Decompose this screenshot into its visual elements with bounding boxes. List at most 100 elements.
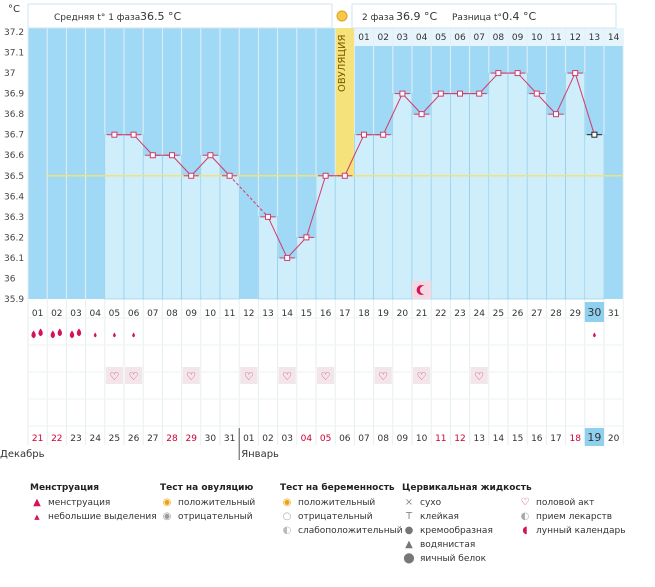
menstruation-drop-icon — [38, 328, 43, 337]
legend-pregnancy-negative: отрицательный — [298, 512, 373, 522]
cycle-day-label: 12 — [243, 309, 254, 319]
temperature-bar — [373, 134, 394, 300]
temperature-bar — [219, 175, 240, 300]
legend-pregnancy-positive: положительный — [298, 498, 376, 508]
y-tick-label: 36.2 — [4, 233, 24, 243]
cycle-day-label: 25 — [493, 309, 504, 319]
y-tick-label: 36.6 — [4, 151, 24, 161]
post-ovulation-day-label: 14 — [608, 33, 620, 43]
calendar-date-label: 10 — [416, 434, 428, 444]
legend-intercourse: половой акт — [536, 498, 595, 508]
calendar-date-label: 16 — [531, 434, 543, 444]
phase1-box — [27, 3, 333, 29]
cycle-day-label: 18 — [358, 309, 370, 319]
calendar-date-label: 17 — [550, 434, 561, 444]
pill-icon: ◐ — [520, 511, 530, 522]
calendar-date-label: 29 — [185, 434, 197, 444]
temperature-point — [399, 90, 406, 97]
temperature-bar — [162, 154, 182, 300]
post-ovulation-day-label: 09 — [512, 33, 524, 43]
post-ovulation-day-label: 03 — [397, 33, 408, 43]
legend-cervical-dry: сухо — [420, 498, 442, 508]
calendar-date-label: 31 — [224, 434, 235, 444]
post-ovulation-day-label: 07 — [473, 33, 484, 43]
intercourse-cell — [470, 367, 488, 384]
temperature-point — [303, 234, 310, 241]
temperature-bar — [277, 257, 298, 300]
temperature-bar — [200, 154, 221, 300]
cycle-day-label: 29 — [569, 309, 581, 319]
phase2-value: 36.9 °C — [396, 10, 437, 23]
heart-icon: ♡ — [129, 370, 139, 383]
y-tick-label: 36.3 — [4, 213, 24, 223]
y-tick-label: 37.1 — [4, 49, 24, 59]
heart-icon: ♡ — [321, 370, 331, 383]
moon-icon-shadow — [419, 285, 429, 295]
legend-ovulation-test-title: Тест на овуляцию — [160, 483, 254, 493]
temperature-point — [380, 131, 387, 138]
temperature-bar — [258, 216, 278, 300]
y-unit-label: °C — [8, 4, 20, 15]
temperature-bar — [296, 237, 317, 300]
watery-icon: ▲ — [405, 539, 413, 550]
calendar-date-label: 25 — [109, 434, 120, 444]
legend-lunar: лунный календарь — [536, 526, 626, 536]
spotting-drop-icon — [132, 332, 135, 338]
pregnancy-test-negative-icon: ○ — [282, 511, 292, 522]
phase1-value: 36.5 °C — [140, 10, 181, 23]
y-tick-label: 36.7 — [4, 131, 24, 141]
calendar-date-label: 11 — [435, 434, 446, 444]
post-ovulation-day-label: 06 — [454, 33, 466, 43]
y-tick-label: 35.9 — [4, 295, 24, 305]
temperature-bar — [123, 134, 144, 300]
temperature-segment — [536, 93, 557, 115]
temperature-segment — [402, 93, 422, 115]
temperature-segment — [286, 237, 307, 259]
heart-icon: ♡ — [109, 370, 119, 383]
intercourse-cell — [125, 367, 143, 384]
intercourse-cell — [278, 367, 296, 384]
y-tick-label: 36.4 — [4, 192, 24, 202]
temperature-points — [106, 70, 602, 299]
pregnancy-test-positive-icon: ◉ — [282, 497, 292, 508]
temperature-bar — [142, 154, 163, 300]
legend-cervical-watery: водянистая — [420, 540, 476, 550]
calendar-date-label: 15 — [512, 434, 523, 444]
temperature-point — [111, 131, 118, 138]
temperature-point — [476, 90, 483, 97]
temperature-segment — [133, 134, 154, 156]
spotting-drop-icon: ▲ — [34, 513, 40, 521]
legend-cervical-creamy: кремообразная — [420, 526, 493, 536]
temperature-bar — [334, 175, 355, 300]
today-day-cell — [584, 302, 604, 322]
menstruation-drop-icon — [31, 330, 36, 339]
temperature-point — [553, 111, 559, 118]
sticky-icon: T — [405, 511, 413, 522]
cycle-day-label: 27 — [531, 309, 542, 319]
y-tick-label: 36.5 — [4, 172, 24, 182]
ovulation-test-negative-icon: ◉ — [162, 511, 172, 522]
calendar-date-label: 26 — [128, 434, 140, 444]
temperature-segment — [555, 72, 576, 115]
calendar-date-label: 23 — [70, 434, 81, 444]
calendar-date-label: 06 — [339, 434, 351, 444]
temperature-point — [418, 111, 425, 118]
temperature-bar — [354, 134, 374, 300]
calendar-date-label: 13 — [473, 434, 484, 444]
menstruation-drop-icon: ▲ — [33, 497, 41, 508]
heart-icon: ♡ — [282, 370, 292, 383]
temperature-segment — [344, 134, 365, 176]
temperature-point — [207, 152, 214, 159]
diff-label: Разница t° — [452, 13, 502, 23]
legend-menstruation: Менструация ▲ менструация ▲ небольшие выде… — [30, 483, 157, 524]
temperature-point — [341, 172, 348, 179]
symptom-rows: ♡ ♡ ♡ ♡ ♡ ♡ ♡ ♡ ♡ — [31, 328, 596, 384]
temperature-point — [188, 172, 195, 179]
legend-ovulation-positive: положительный — [178, 498, 256, 508]
temperature-segment — [229, 175, 269, 218]
spotting-drop-icon — [113, 332, 116, 338]
intercourse-cell — [317, 367, 335, 384]
cycle-day-label: 24 — [473, 309, 485, 319]
cycle-day-label: 09 — [185, 309, 197, 319]
